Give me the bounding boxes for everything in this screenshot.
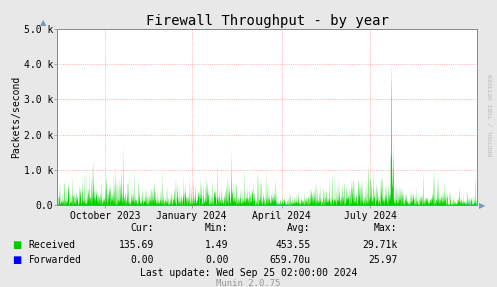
Text: Forwarded: Forwarded: [29, 255, 82, 265]
Title: Firewall Throughput - by year: Firewall Throughput - by year: [146, 13, 389, 28]
Text: Munin 2.0.75: Munin 2.0.75: [216, 279, 281, 287]
Text: Received: Received: [29, 240, 76, 250]
Text: 0.00: 0.00: [205, 255, 229, 265]
Text: ▶: ▶: [479, 201, 485, 210]
Text: ▲: ▲: [40, 18, 47, 27]
Text: 29.71k: 29.71k: [362, 240, 398, 250]
Y-axis label: Packets/second: Packets/second: [11, 76, 21, 158]
Text: ■: ■: [12, 240, 22, 250]
Text: Avg:: Avg:: [287, 223, 311, 233]
Text: 659.70u: 659.70u: [269, 255, 311, 265]
Text: Min:: Min:: [205, 223, 229, 233]
Text: 1.49: 1.49: [205, 240, 229, 250]
Text: ■: ■: [12, 255, 22, 265]
Text: Last update: Wed Sep 25 02:00:00 2024: Last update: Wed Sep 25 02:00:00 2024: [140, 268, 357, 278]
Text: 453.55: 453.55: [275, 240, 311, 250]
Text: Max:: Max:: [374, 223, 398, 233]
Text: RRDTOOL / TOBI OETIKER: RRDTOOL / TOBI OETIKER: [489, 73, 494, 156]
Text: 25.97: 25.97: [368, 255, 398, 265]
Text: 0.00: 0.00: [131, 255, 154, 265]
Text: 135.69: 135.69: [119, 240, 154, 250]
Text: Cur:: Cur:: [131, 223, 154, 233]
